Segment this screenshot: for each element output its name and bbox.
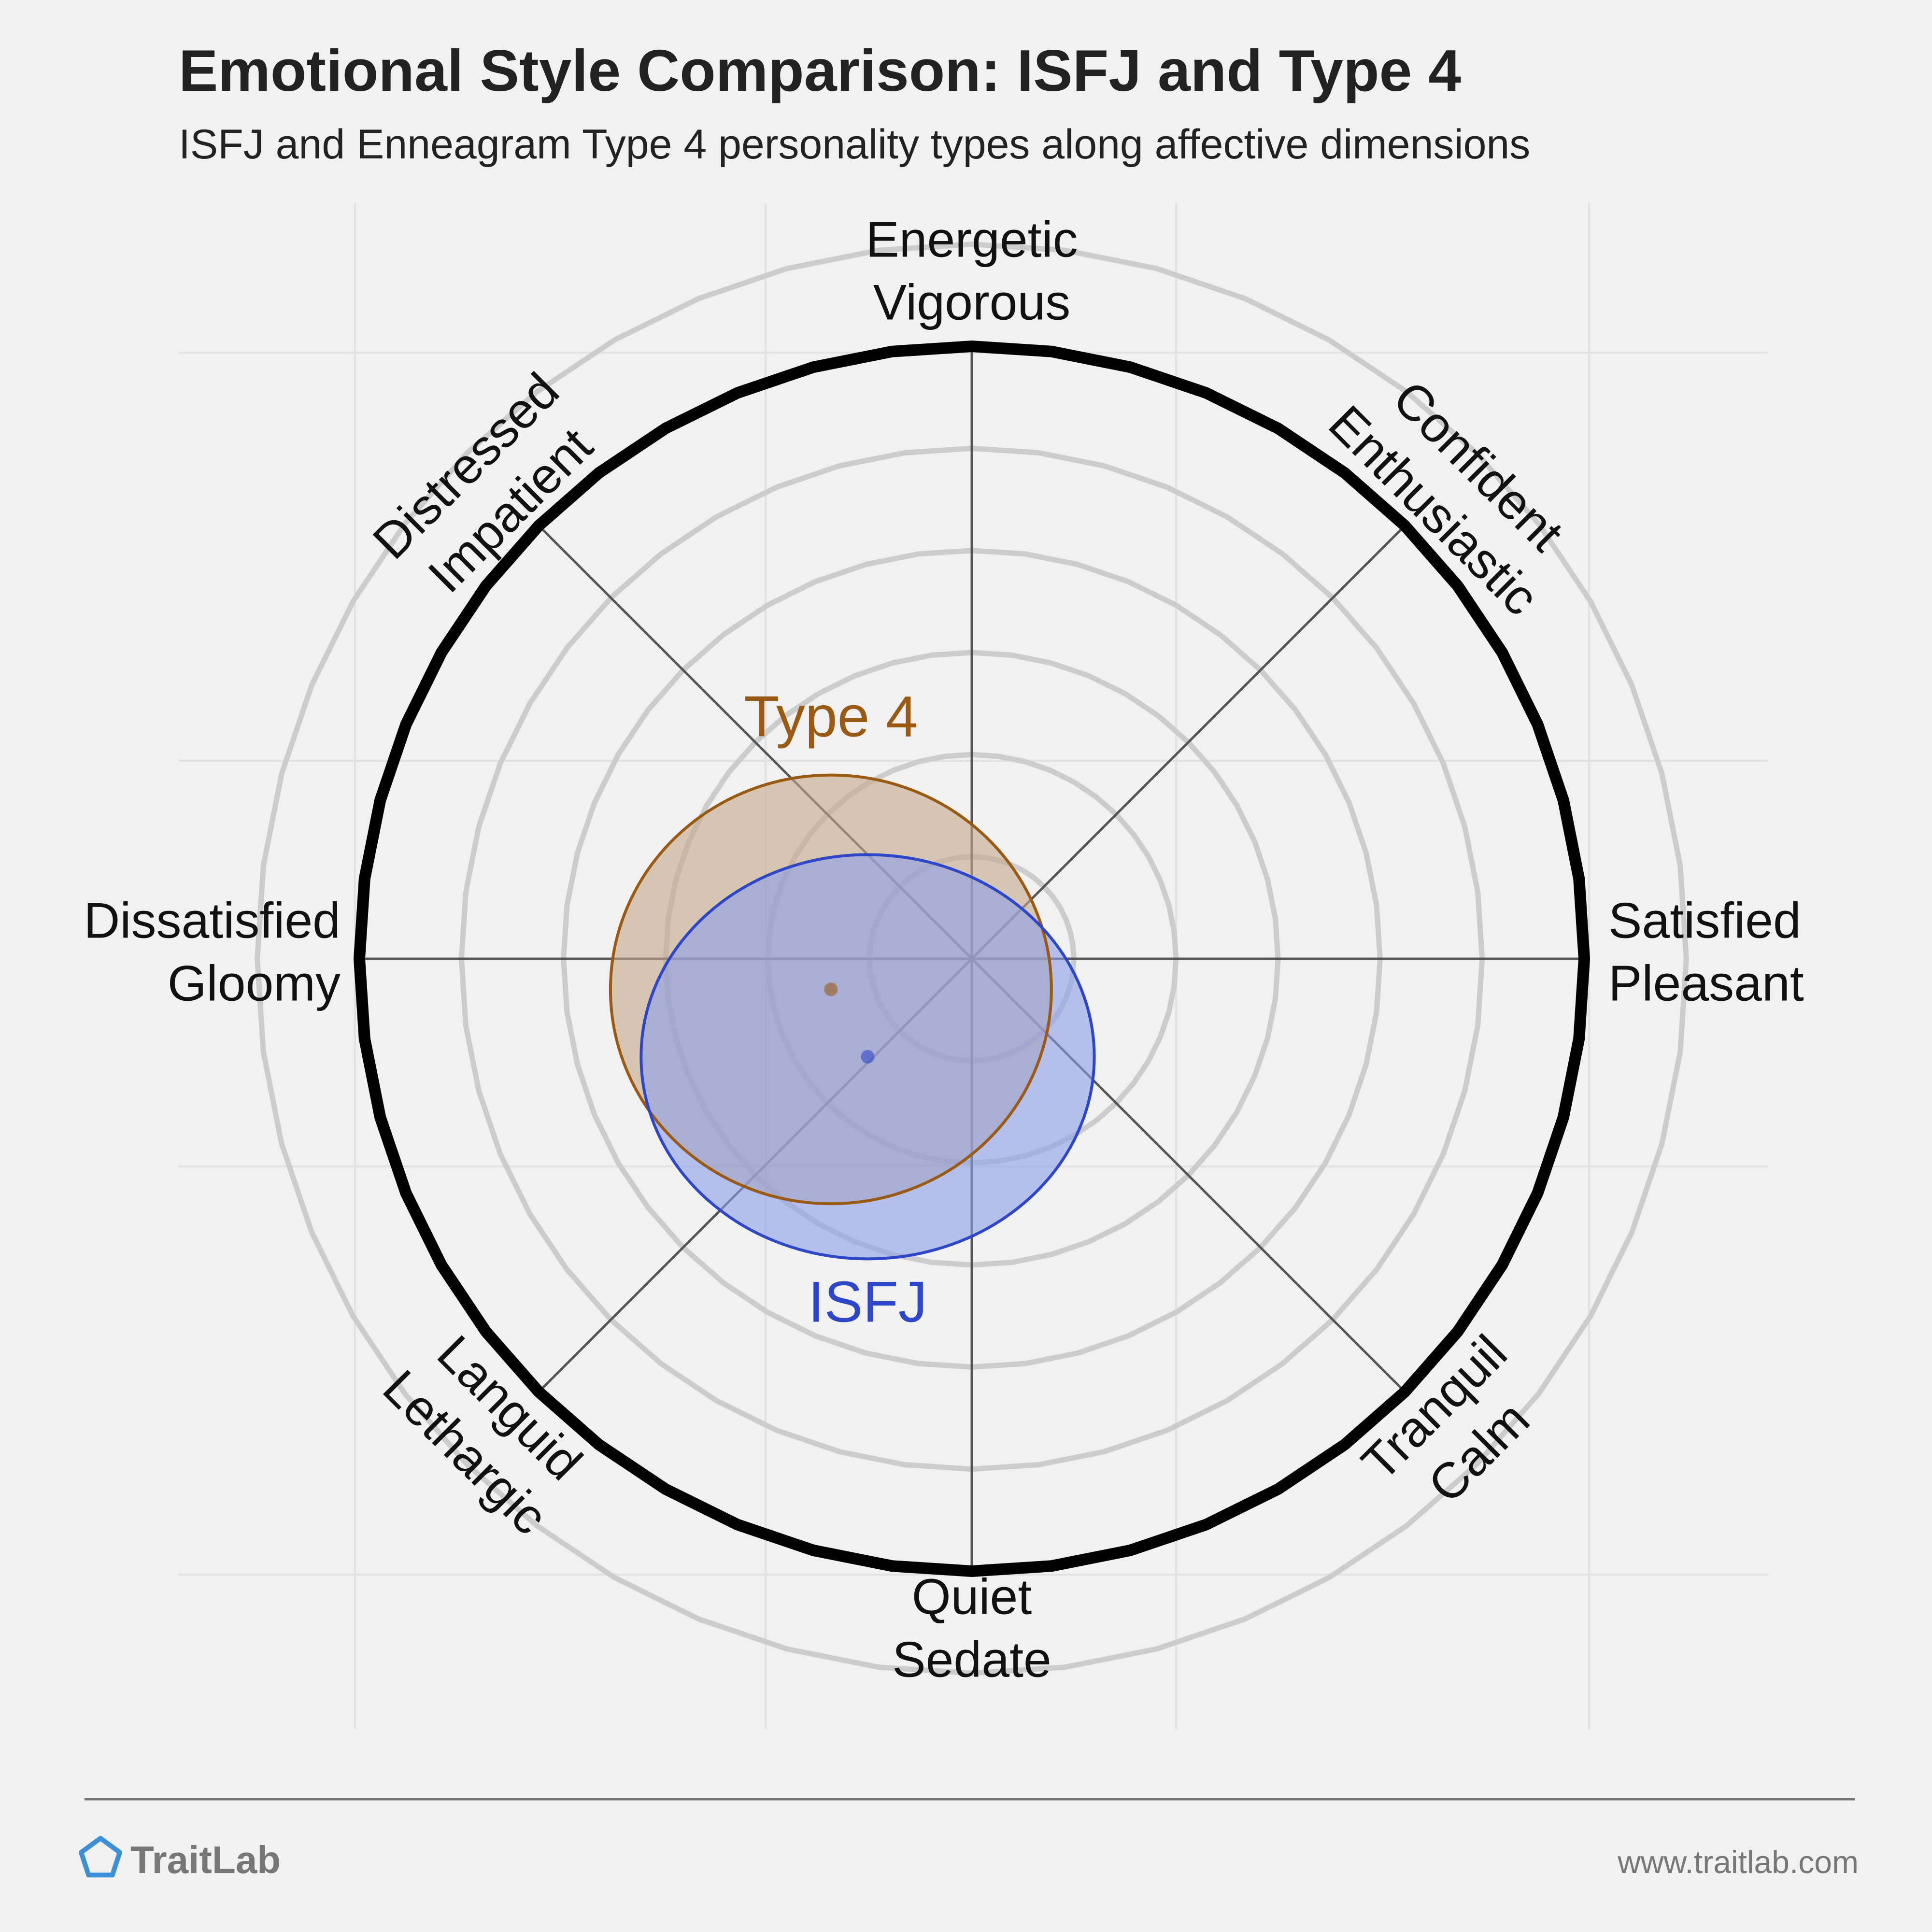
axis-label-line: Vigorous [873,274,1071,330]
series-layer: Type 4 ISFJ [609,684,1096,1334]
type-4-label: Type 4 [744,684,918,749]
chart-subtitle: ISFJ and Enneagram Type 4 personality ty… [179,121,1530,168]
axis-label-quiet: Quiet Sedate [892,1569,1051,1688]
axis-label-line: Dissatisfied [84,893,341,949]
axis-label-line: Quiet [912,1569,1032,1625]
brand-name: TraitLab [130,1838,281,1881]
type-4-outline [609,773,1053,1206]
isfj-outline [639,853,1096,1261]
type-4-point [824,982,838,996]
isfj-label: ISFJ [808,1269,927,1334]
ring [255,242,1689,1676]
axis-label-satisfied: Satisfied Pleasant [1608,893,1804,1011]
chart-title: Emotional Style Comparison: ISFJ and Typ… [179,38,1461,103]
axis-label-line: Gloomy [168,955,341,1011]
isfj-point [861,1050,875,1064]
axis-label-energetic: Energetic Vigorous [866,212,1078,330]
axis-label-languid: LanguidLethargic [372,1315,602,1545]
axis-label-line: Sedate [892,1632,1051,1688]
axis-label-line: Pleasant [1608,955,1804,1011]
axis-label-line: Satisfied [1608,893,1801,949]
outer-boundary [353,340,1591,1577]
axis-label-line: Energetic [866,212,1078,268]
axis-label-dissatisfied: Dissatisfied Gloomy [84,893,341,1011]
axis-label-tranquil: TranquilCalm [1351,1325,1563,1536]
pentagon-icon [79,1836,122,1877]
footer-url: www.traitlab.com [1617,1844,1859,1880]
